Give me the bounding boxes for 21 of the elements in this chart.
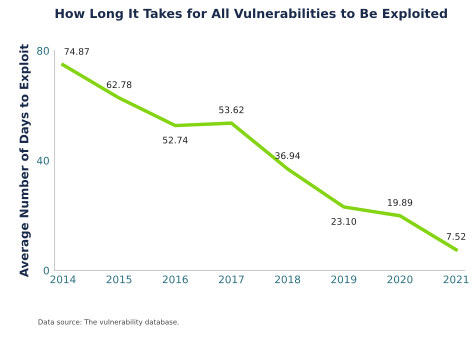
y-tick-label: 40 <box>36 156 49 165</box>
data-label: 74.87 <box>64 48 89 55</box>
data-label: 36.94 <box>275 152 300 160</box>
data-label: 52.74 <box>163 136 188 144</box>
data-label: 62.78 <box>106 81 132 88</box>
x-tick-label: 2017 <box>218 275 244 284</box>
x-tick-label: 2021 <box>444 275 468 284</box>
y-axis-title: Average Number of Days to Exploit <box>19 44 31 278</box>
x-tick-label: 2019 <box>331 275 356 284</box>
data-label: 53.62 <box>219 106 244 114</box>
chart-title: How Long It Takes for All Vulnerabilities to Be Exploited <box>56 8 447 21</box>
x-tick-label: 2016 <box>162 275 188 284</box>
x-tick-label: 2015 <box>106 275 132 284</box>
data-label: 19.89 <box>388 199 412 206</box>
y-tick-label: 80 <box>37 46 49 55</box>
y-tick-label: 0 <box>44 266 49 275</box>
x-tick-label: 2020 <box>387 275 412 284</box>
x-tick-label: 2018 <box>275 275 300 284</box>
data-label: 23.10 <box>332 218 356 225</box>
x-tick-label: 2014 <box>50 275 76 284</box>
data-label: 7.52 <box>446 233 466 240</box>
